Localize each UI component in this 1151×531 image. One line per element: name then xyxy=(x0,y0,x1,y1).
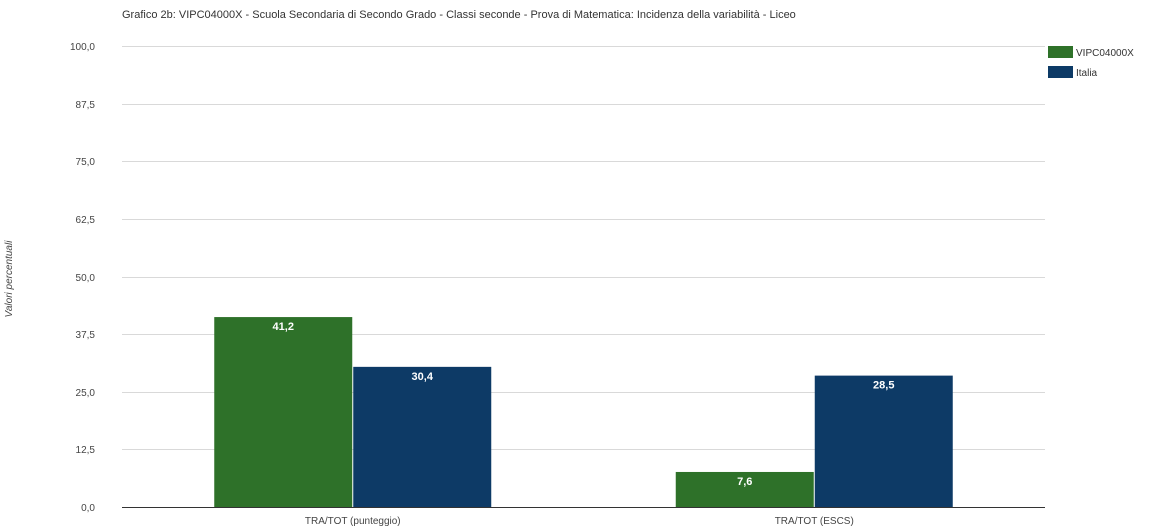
x-tick-label: TRA/TOT (ESCS) xyxy=(775,516,854,527)
chart-title: Grafico 2b: VIPC04000X - Scuola Secondar… xyxy=(122,9,796,21)
x-tick-label: TRA/TOT (punteggio) xyxy=(305,516,401,527)
legend-swatch xyxy=(1048,66,1073,78)
y-tick-label: 62,5 xyxy=(76,215,96,226)
y-axis-ticks: 0,0 12,5 25,0 37,5 50,0 62,5 75,0 87,5 100,0 xyxy=(70,42,95,514)
bar-value-label: 41,2 xyxy=(273,321,294,333)
x-axis-ticks: TRA/TOT (punteggio) TRA/TOT (ESCS) xyxy=(305,516,854,527)
y-tick-label: 87,5 xyxy=(76,100,96,111)
y-tick-label: 0,0 xyxy=(81,503,95,514)
y-axis-label: Valori percentuali xyxy=(4,240,15,318)
legend-swatch xyxy=(1048,46,1073,58)
y-tick-label: 100,0 xyxy=(70,42,95,53)
y-tick-label: 37,5 xyxy=(76,330,96,341)
bar xyxy=(353,366,492,507)
y-tick-label: 25,0 xyxy=(76,388,96,399)
legend-label: Italia xyxy=(1076,68,1098,79)
legend-label: VIPC04000X xyxy=(1076,48,1134,59)
y-tick-label: 12,5 xyxy=(76,445,96,456)
bar xyxy=(675,471,814,507)
bar-value-label: 30,4 xyxy=(412,371,434,383)
bar-value-label: 28,5 xyxy=(873,380,894,392)
bar xyxy=(814,375,953,507)
bar-value-label: 7,6 xyxy=(737,476,752,488)
y-tick-label: 75,0 xyxy=(76,157,96,168)
legend: VIPC04000X Italia xyxy=(1048,46,1134,79)
bars: 41,2 30,4 7,6 28,5 xyxy=(214,317,953,507)
y-tick-label: 50,0 xyxy=(76,273,96,284)
bar xyxy=(214,317,353,507)
